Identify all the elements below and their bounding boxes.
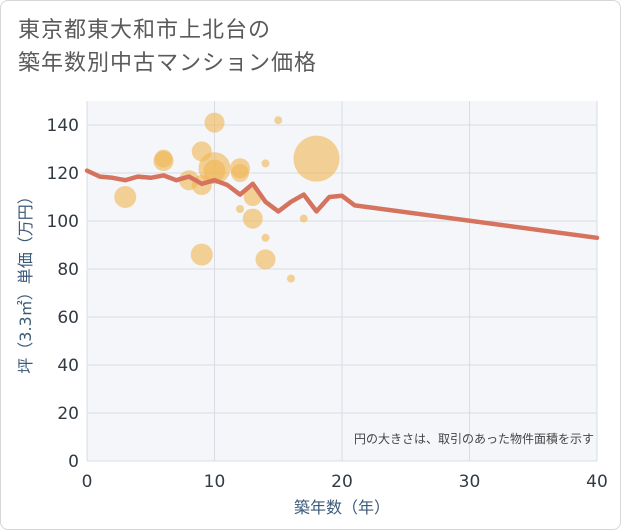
scatter-point xyxy=(154,149,173,168)
scatter-point xyxy=(190,243,213,266)
y-tick-label: 80 xyxy=(57,260,79,280)
grid xyxy=(86,101,598,462)
x-tick-label: 10 xyxy=(204,472,226,492)
x-tick-label: 0 xyxy=(82,472,93,492)
y-tick-label: 40 xyxy=(57,356,79,376)
scatter-point xyxy=(261,159,270,168)
bubbles xyxy=(114,112,340,283)
scatter-point xyxy=(274,116,283,125)
scatter-point xyxy=(287,274,295,283)
x-tick-label: 40 xyxy=(586,472,608,492)
scatter-point xyxy=(242,208,263,229)
trend-line-group xyxy=(84,168,600,241)
x-tick-labels: 0 10 20 30 40 xyxy=(82,472,608,492)
scatter-point xyxy=(261,233,270,242)
y-tick-label: 120 xyxy=(47,164,79,184)
y-tick-label: 0 xyxy=(68,452,79,472)
chart-note: 円の大きさは、取引のあった物件面積を示す xyxy=(354,431,594,446)
y-tick-labels: 0 20 40 60 80 100 120 140 xyxy=(47,116,79,472)
x-tick-label: 20 xyxy=(331,472,353,492)
chart-title: 東京都東大和市上北台の 築年数別中古マンション価格 xyxy=(18,18,318,76)
scatter-point xyxy=(203,159,226,182)
scatter-point xyxy=(255,249,276,270)
scatter-point xyxy=(293,135,340,182)
scatter-point xyxy=(236,205,244,213)
x-tick-label: 30 xyxy=(459,472,481,492)
x-axis-title: 築年数（年） xyxy=(294,498,390,517)
y-tick-label: 60 xyxy=(57,308,79,328)
y-axis-title: 坪（3.3㎡）単価（万円） xyxy=(16,188,35,373)
scatter-point xyxy=(204,112,225,133)
scatter-point xyxy=(231,164,249,182)
scatter-point xyxy=(114,186,137,208)
y-tick-label: 20 xyxy=(57,404,79,424)
y-tick-label: 140 xyxy=(47,116,79,136)
y-tick-label: 100 xyxy=(47,212,79,232)
trend-line xyxy=(84,168,600,241)
scatter-point xyxy=(299,214,308,223)
